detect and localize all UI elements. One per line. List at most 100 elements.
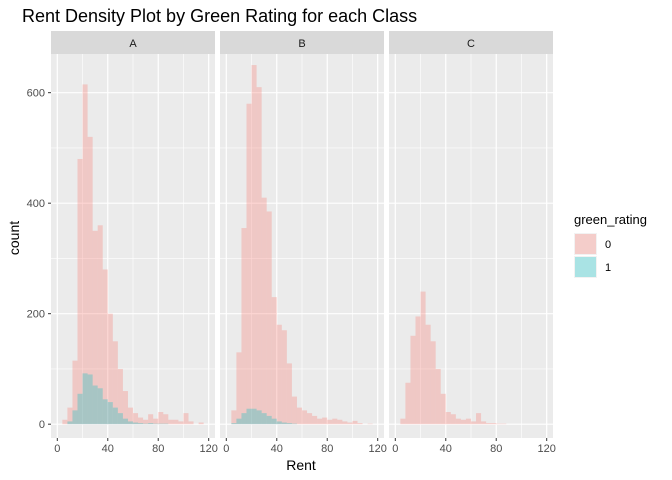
legend-key-swatch <box>575 234 596 254</box>
histogram-bar <box>236 418 242 425</box>
histogram-bar <box>87 136 93 425</box>
histogram-bar <box>241 228 247 425</box>
histogram-bar <box>72 360 78 425</box>
facet-strip-label: A <box>129 38 137 50</box>
histogram-bar <box>357 423 363 425</box>
histogram-bar <box>97 388 103 425</box>
histogram-bar <box>183 413 189 425</box>
histogram-bar <box>491 423 497 425</box>
histogram-bar <box>342 421 348 425</box>
histogram-bar <box>312 415 318 425</box>
histogram-bar <box>122 391 128 425</box>
histogram-bar <box>231 410 237 425</box>
histogram-bar <box>281 422 287 425</box>
histogram-bar <box>256 87 262 425</box>
histogram-bar <box>107 313 113 425</box>
facet-strip-label: B <box>298 38 305 50</box>
histogram-bar <box>77 393 83 425</box>
histogram-bar <box>276 421 282 425</box>
histogram-bar <box>251 408 257 425</box>
histogram-bar <box>496 423 502 425</box>
histogram-bar <box>97 225 103 425</box>
histogram-bar <box>173 419 179 425</box>
histogram-bar <box>367 423 373 425</box>
histogram-bar <box>445 412 451 425</box>
legend-label: 1 <box>605 262 611 274</box>
histogram-bar <box>138 417 144 425</box>
y-tick-label: 600 <box>27 88 45 100</box>
legend-key-background <box>574 256 597 278</box>
histogram-bar <box>291 423 297 425</box>
histogram-bar <box>296 407 302 425</box>
x-tick-label: 80 <box>321 443 333 455</box>
histogram-bar <box>440 393 446 425</box>
legend-title: green_rating <box>574 212 647 227</box>
histogram-bar <box>158 412 164 425</box>
histogram-bar <box>153 423 159 425</box>
histogram-bar <box>102 269 108 425</box>
histogram-bar <box>256 410 262 425</box>
x-tick-label: 120 <box>538 443 556 455</box>
histogram-bar <box>471 421 477 425</box>
histogram-bar <box>133 422 139 425</box>
histogram-bar <box>133 413 139 425</box>
x-axis-title: Rent <box>286 457 316 473</box>
legend-label: 0 <box>605 239 611 251</box>
histogram-bar <box>178 421 184 425</box>
histogram-bar <box>337 419 343 425</box>
histogram-bar <box>261 413 267 425</box>
histogram-bar <box>163 423 169 425</box>
histogram-bar <box>435 368 441 425</box>
facet-panels: A 0 40 80 120 B 0 40 80 120 C 0 40 80 120 <box>51 31 556 455</box>
histogram-bar <box>107 402 113 425</box>
x-tick-label: 120 <box>369 443 387 455</box>
histogram-bar <box>327 419 333 425</box>
histogram-bar <box>82 373 88 425</box>
histogram-bar <box>481 421 487 425</box>
histogram-bar <box>302 410 308 425</box>
histogram-bar <box>241 413 247 425</box>
histogram-bar <box>317 418 323 425</box>
legend-key-background <box>574 233 597 255</box>
histogram-bar <box>332 418 338 425</box>
facet-strip <box>389 31 553 54</box>
histogram-bar <box>92 230 98 425</box>
histogram-bar <box>67 407 73 425</box>
histogram-bar <box>82 84 88 425</box>
histogram-bar <box>117 413 123 425</box>
histogram-bar <box>67 421 73 425</box>
x-tick-label: 40 <box>271 443 283 455</box>
x-tick-label: 80 <box>152 443 164 455</box>
legend: green_rating 0 1 <box>574 212 647 278</box>
histogram-bar <box>271 418 277 425</box>
histogram-bar <box>276 324 282 425</box>
histogram-bar <box>271 297 277 425</box>
y-tick-label: 200 <box>27 309 45 321</box>
facet-panel-b: B 0 40 80 120 <box>220 31 387 455</box>
y-axis: 0 200 400 600 <box>27 88 51 431</box>
histogram-bar <box>307 413 313 425</box>
histogram-bar <box>246 408 252 425</box>
chart-title: Rent Density Plot by Green Rating for ea… <box>22 6 417 26</box>
histogram-bar <box>281 330 287 425</box>
histogram-bar <box>286 423 292 425</box>
histogram-bar <box>188 421 194 425</box>
y-tick-label: 0 <box>39 419 45 431</box>
x-tick-label: 0 <box>223 443 229 455</box>
histogram-bar <box>460 419 466 425</box>
histogram-bar <box>122 418 128 425</box>
histogram-bar <box>148 414 154 425</box>
histogram-bar <box>102 399 108 425</box>
histogram-bar <box>231 423 237 425</box>
y-tick-label: 400 <box>27 198 45 210</box>
histogram-bar <box>163 414 169 425</box>
histogram-bar <box>77 158 83 425</box>
x-tick-label: 80 <box>490 443 502 455</box>
y-axis-title: count <box>6 221 22 255</box>
histogram-bar <box>143 419 149 425</box>
histogram-bar <box>158 423 164 425</box>
histogram-bar <box>405 382 411 425</box>
histogram-bar <box>465 418 471 425</box>
facet-strip <box>220 31 384 54</box>
